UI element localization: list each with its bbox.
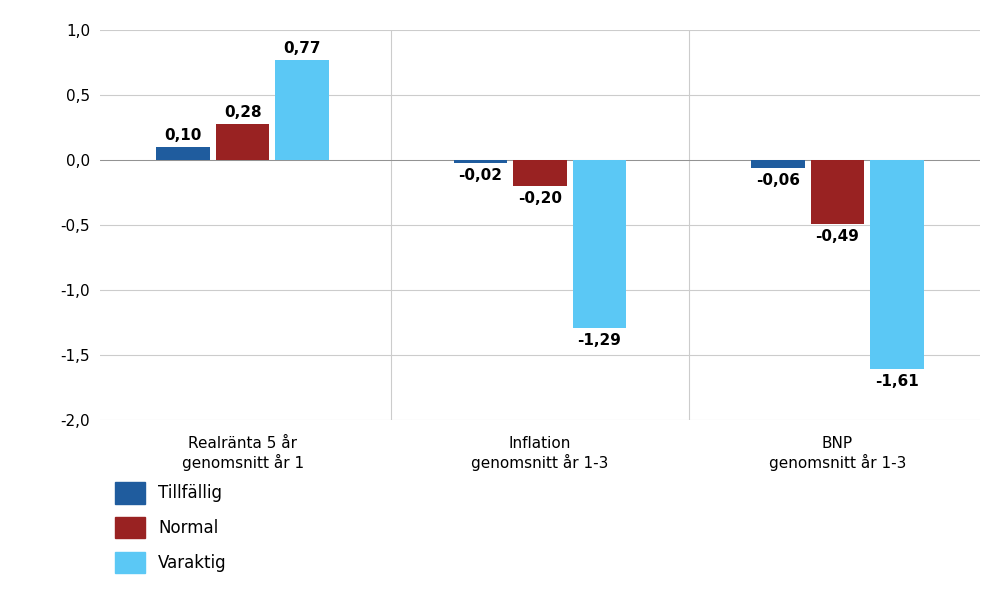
Bar	[811, 160, 864, 224]
Text: -0,20: -0,20	[518, 191, 562, 206]
Legend: Tillfällig, Normal, Varaktig: Tillfällig, Normal, Varaktig	[108, 475, 234, 580]
Text: -0,49: -0,49	[815, 229, 859, 244]
Text: -0,06: -0,06	[756, 173, 800, 188]
Text: 0,77: 0,77	[283, 41, 321, 56]
Text: -1,61: -1,61	[875, 374, 919, 389]
Bar	[454, 160, 507, 163]
Bar	[751, 160, 805, 168]
Text: -1,29: -1,29	[578, 333, 621, 348]
Bar	[156, 147, 210, 160]
Bar	[513, 160, 567, 186]
Bar	[573, 160, 626, 328]
Text: -0,02: -0,02	[459, 168, 503, 183]
Text: 0,10: 0,10	[165, 128, 202, 143]
Text: 0,28: 0,28	[224, 104, 262, 119]
Bar	[216, 124, 269, 160]
Bar	[275, 60, 329, 160]
Bar	[870, 160, 924, 369]
